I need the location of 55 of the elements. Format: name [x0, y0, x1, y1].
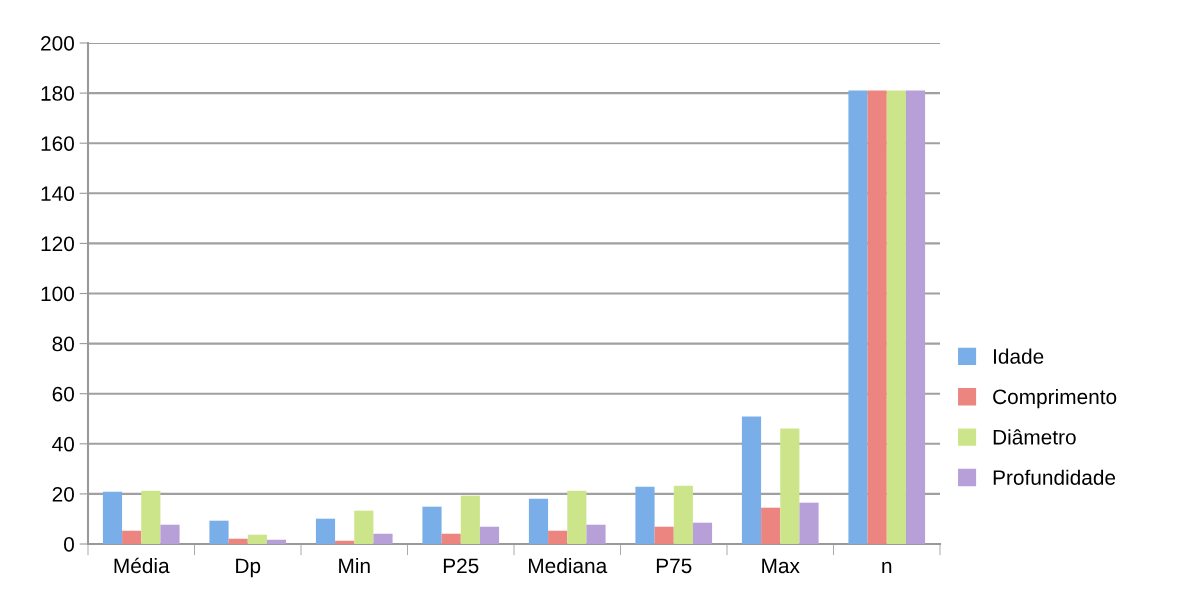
x-tick-label: Max — [762, 558, 800, 574]
x-tick-label: Min — [339, 557, 370, 573]
bar — [692, 522, 713, 544]
bar — [867, 90, 887, 544]
bar — [635, 486, 655, 544]
x-tick-label: n — [882, 561, 892, 573]
x-tick-label: Média — [114, 557, 170, 574]
bar — [102, 491, 123, 544]
bar — [441, 533, 461, 544]
bar — [567, 490, 587, 544]
bar — [761, 507, 781, 544]
bar — [315, 518, 336, 544]
y-tick-label: 180 — [41, 86, 74, 101]
y-tick-label: 100 — [41, 286, 74, 302]
bar — [141, 490, 161, 544]
bar — [548, 530, 568, 544]
x-tick-label: P75 — [656, 558, 692, 574]
legend-label: Idade — [994, 348, 1044, 364]
bar — [422, 506, 442, 544]
legend-label: Profundidade — [993, 469, 1116, 485]
bar — [479, 526, 500, 544]
y-tick-label: 160 — [41, 136, 74, 151]
bar — [528, 498, 549, 544]
bar — [741, 416, 762, 544]
bar — [799, 502, 819, 544]
bar — [654, 526, 674, 544]
bar — [586, 524, 606, 544]
bar — [335, 540, 355, 544]
bar — [848, 90, 868, 544]
y-tick-label: 40 — [52, 436, 74, 452]
bar — [886, 90, 906, 544]
bar — [122, 530, 142, 544]
bar — [373, 533, 393, 544]
bar — [160, 524, 180, 544]
y-tick-label: 60 — [52, 386, 74, 402]
bar — [905, 90, 926, 544]
y-tick-label: 80 — [52, 336, 74, 352]
y-tick-label: 120 — [41, 236, 74, 252]
bar — [354, 510, 374, 544]
y-tick-label: 140 — [41, 186, 74, 202]
bar — [247, 534, 267, 544]
y-tick-label: 20 — [52, 486, 74, 502]
x-tick-label: P25 — [443, 558, 479, 574]
x-tick-label: Mediana — [529, 557, 608, 574]
y-tick-label: 200 — [41, 36, 74, 51]
bar — [673, 485, 693, 544]
legend-label: Diâmetro — [993, 429, 1076, 445]
x-tick-label: Dp — [236, 558, 261, 578]
bar — [266, 539, 287, 544]
bar — [209, 520, 229, 544]
y-tick-label: 0 — [64, 537, 74, 552]
legend-label: Comprimento — [993, 388, 1117, 409]
bar — [228, 538, 248, 544]
bar — [460, 495, 480, 544]
bar — [780, 428, 800, 544]
